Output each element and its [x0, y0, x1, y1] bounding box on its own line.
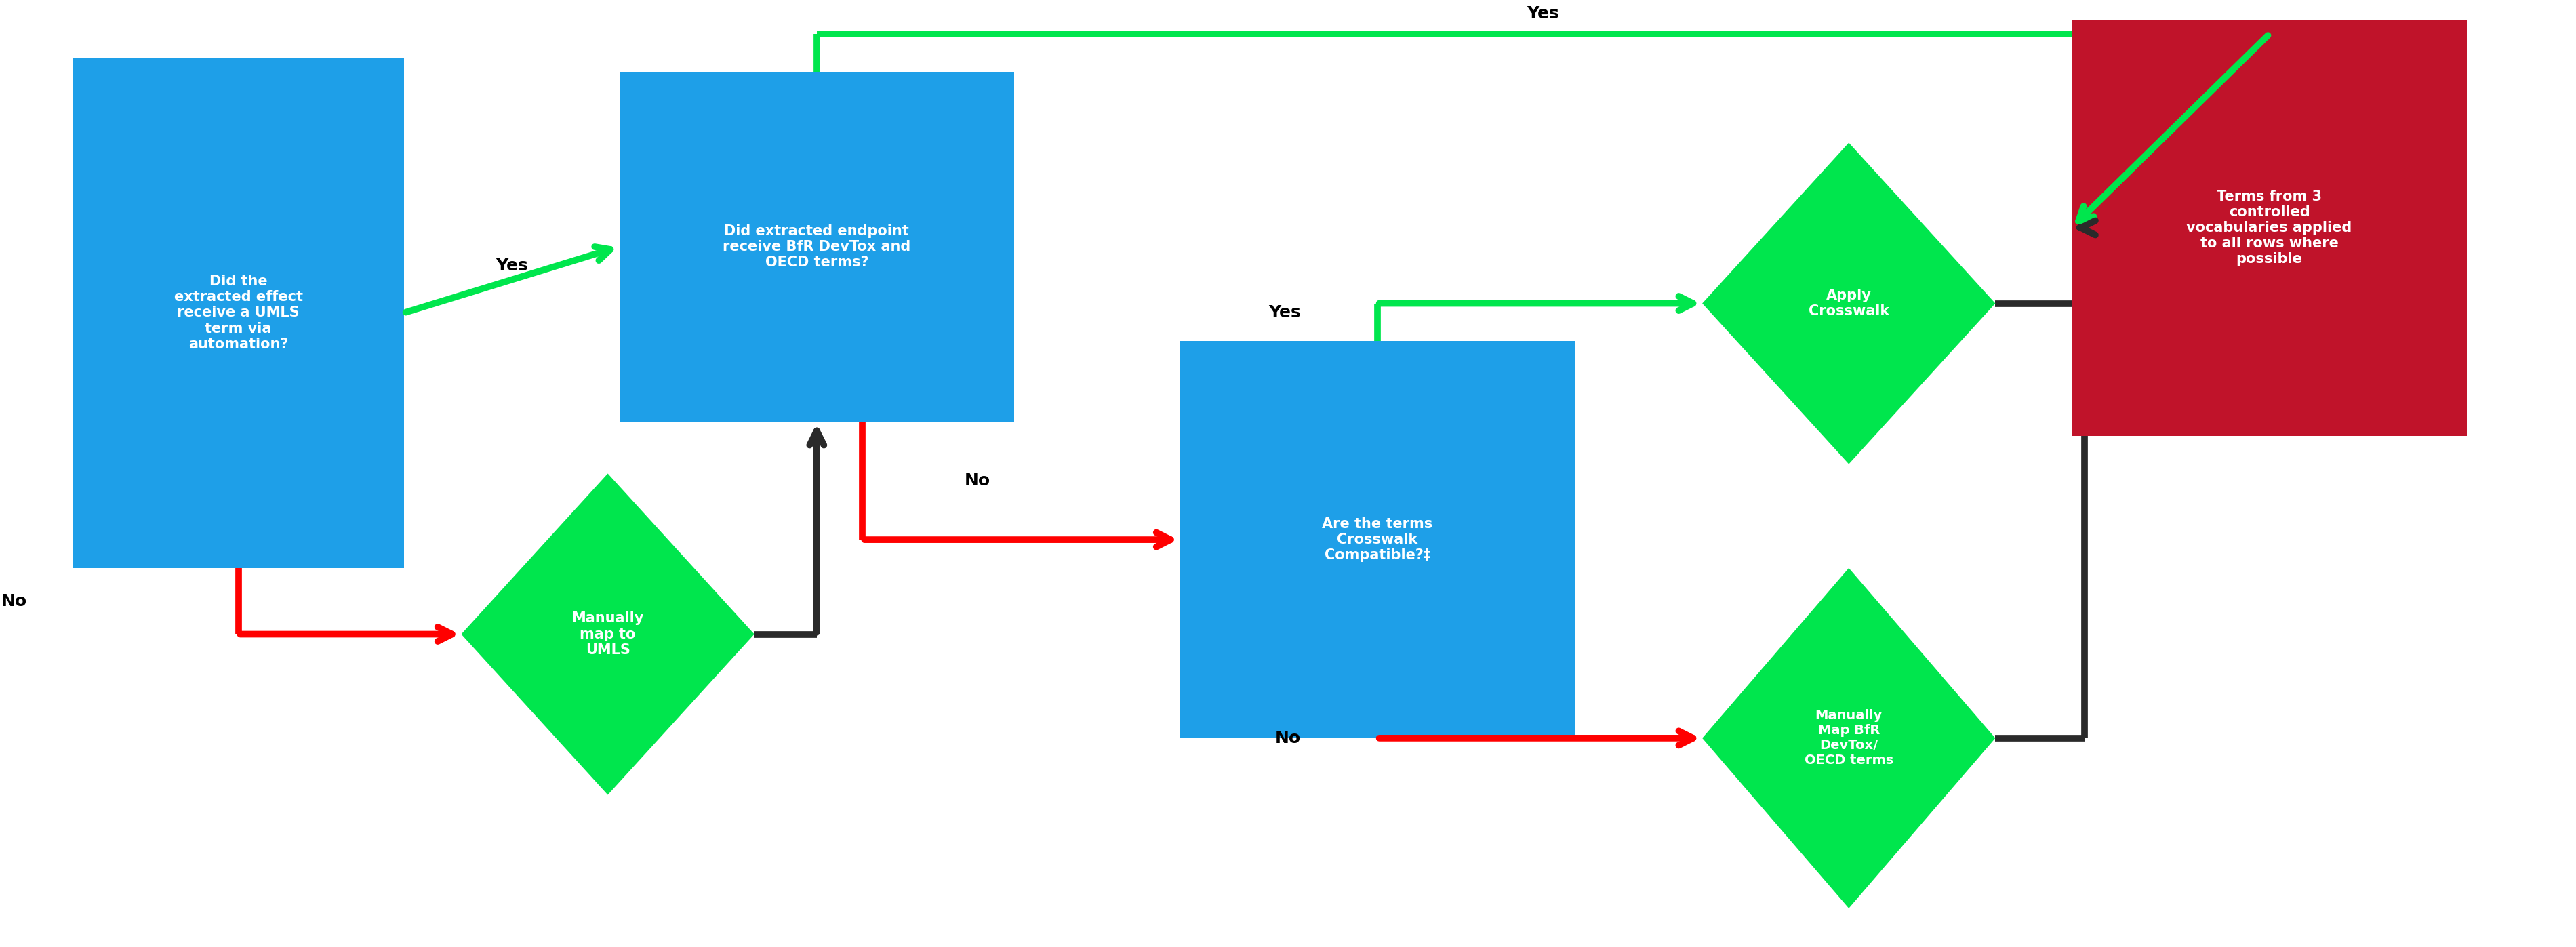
Polygon shape: [1703, 568, 1996, 908]
Text: Are the terms
Crosswalk
Compatible?‡: Are the terms Crosswalk Compatible?‡: [1321, 517, 1432, 563]
Polygon shape: [1703, 143, 1996, 464]
Text: Yes: Yes: [1528, 5, 1558, 22]
Text: No: No: [1275, 730, 1301, 746]
Text: No: No: [963, 473, 989, 489]
Text: Did extracted endpoint
receive BfR DevTox and
OECD terms?: Did extracted endpoint receive BfR DevTo…: [724, 224, 912, 269]
Text: Did the
extracted effect
receive a UMLS
term via
automation?: Did the extracted effect receive a UMLS …: [175, 275, 304, 351]
Polygon shape: [461, 473, 755, 795]
FancyBboxPatch shape: [2071, 20, 2468, 436]
Text: No: No: [0, 593, 26, 609]
FancyBboxPatch shape: [72, 58, 404, 568]
Text: Apply
Crosswalk: Apply Crosswalk: [1808, 289, 1888, 318]
Text: Manually
Map BfR
DevTox/
OECD terms: Manually Map BfR DevTox/ OECD terms: [1803, 709, 1893, 767]
FancyBboxPatch shape: [1180, 341, 1574, 738]
Text: Yes: Yes: [1267, 305, 1301, 321]
Text: Terms from 3
controlled
vocabularies applied
to all rows where
possible: Terms from 3 controlled vocabularies app…: [2187, 189, 2352, 266]
Text: Yes: Yes: [495, 258, 528, 274]
Text: Manually
map to
UMLS: Manually map to UMLS: [572, 612, 644, 656]
FancyBboxPatch shape: [618, 72, 1015, 421]
